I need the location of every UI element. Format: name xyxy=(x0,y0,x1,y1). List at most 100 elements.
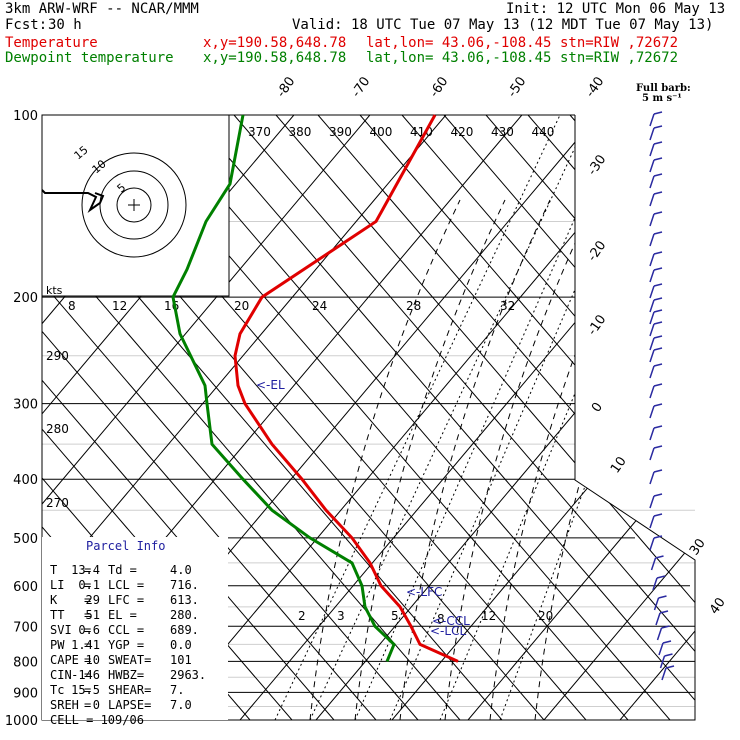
wind-barb xyxy=(649,365,655,379)
wind-barb-flag xyxy=(662,640,672,644)
wind-barb-flag xyxy=(661,625,670,629)
parcel-value-2: 280. xyxy=(170,608,199,622)
annotation-label: <-LCL xyxy=(430,624,466,638)
wind-barb xyxy=(649,113,655,127)
wind-barb xyxy=(649,193,655,207)
wind-barb xyxy=(649,405,655,419)
isotherm-line xyxy=(239,115,695,720)
pressure-label-200: 200 xyxy=(13,291,38,306)
wind-barb-flag xyxy=(653,157,663,161)
parcel-value-2: 0.0 xyxy=(170,638,192,652)
isotherm-label: 40 xyxy=(707,595,729,617)
wind-barb-flag xyxy=(653,231,663,235)
parcel-value-2: 4.0 xyxy=(170,563,192,577)
moist-adiabat-line xyxy=(354,199,506,720)
top-adiabat-label: 12 xyxy=(112,299,127,313)
wind-barb xyxy=(661,667,667,681)
moist-adiabat-line xyxy=(444,199,596,720)
parcel-value-2: 689. xyxy=(170,623,199,637)
parcel-key-2: Td = xyxy=(108,563,137,577)
dewpoint-station: stn=RIW ,72672 xyxy=(560,50,679,66)
parcel-key-2: LAPSE= xyxy=(108,698,152,712)
wind-barb-flag xyxy=(653,383,663,387)
parcel-key-2: LFC = xyxy=(108,593,145,607)
wind-barb xyxy=(649,495,655,509)
dry-adiabat-line xyxy=(42,115,419,720)
wind-barb xyxy=(649,385,655,399)
pressure-label-100: 100 xyxy=(13,109,38,124)
dry-adiabat-line xyxy=(569,115,695,720)
theta-label: 400 xyxy=(370,125,393,139)
isotherm-label: -70 xyxy=(349,74,373,100)
parcel-value-2: 101 xyxy=(170,653,192,667)
dry-adiabat-line xyxy=(233,115,695,720)
parcel-eq: = xyxy=(84,698,92,712)
wind-barb xyxy=(650,557,657,571)
wind-barb xyxy=(649,299,655,313)
parcel-eq: = xyxy=(84,578,92,592)
hodograph-ring xyxy=(81,152,187,258)
isotherm-line xyxy=(42,115,371,720)
isotherm-label: -20 xyxy=(585,238,609,264)
parcel-eq: = xyxy=(84,593,92,607)
temperature-latlon: lat,lon= 43.06,-108.45 xyxy=(366,35,552,51)
annotation-label: <-LFC xyxy=(406,585,442,599)
isotherm-label: 10 xyxy=(608,454,630,476)
wind-barb-flag xyxy=(653,297,663,301)
pressure-label-600: 600 xyxy=(13,580,38,595)
parcel-key-2: LCL = xyxy=(108,578,145,592)
model-title: 3km ARW-WRF -- NCAR/MMM xyxy=(5,1,199,17)
dry-adiabat-line xyxy=(42,115,377,720)
forecast-hour: 30 h xyxy=(48,17,82,33)
dry-adiabat-line xyxy=(317,115,695,720)
parcel-panel-bg xyxy=(42,537,228,720)
wind-barb-flag xyxy=(653,347,663,351)
mixing-ratio-label: 12 xyxy=(481,609,496,623)
theta-label: 440 xyxy=(532,125,555,139)
top-adiabat-label: 8 xyxy=(68,299,76,313)
parcel-eq: = xyxy=(84,623,92,637)
isotherm-label: -60 xyxy=(427,74,451,100)
mixing-ratio-line xyxy=(354,115,621,720)
parcel-key: SREH xyxy=(50,698,79,712)
parcel-key-2: YGP = xyxy=(108,638,145,652)
isotherm-label: -50 xyxy=(505,74,529,100)
wind-barb-flag xyxy=(653,125,663,129)
parcel-value-2: 7.0 xyxy=(170,698,192,712)
wind-barb xyxy=(649,233,655,247)
wind-barb xyxy=(649,427,655,441)
dry-adiabat-line xyxy=(443,115,695,720)
dewpoint-latlon: lat,lon= 43.06,-108.45 xyxy=(366,50,552,66)
hodograph-kts-label: kts xyxy=(46,284,63,297)
theta-label: 430 xyxy=(491,125,514,139)
pressure-label-500: 500 xyxy=(13,532,38,547)
top-adiabat-label: 20 xyxy=(234,299,249,313)
top-adiabat-label: 28 xyxy=(406,299,421,313)
parcel-cell: CELL = 109/06 xyxy=(50,713,144,727)
mixing-ratio-line xyxy=(309,115,591,720)
dry-adiabat-line xyxy=(485,115,695,720)
isotherm-label: 30 xyxy=(687,536,709,558)
parcel-info-title: Parcel Info xyxy=(86,539,166,553)
pressure-label-1000: 1000 xyxy=(5,714,38,729)
parcel-key: Tc xyxy=(50,683,65,697)
wind-barb-flag xyxy=(653,513,663,517)
parcel-key-2: CCL = xyxy=(108,623,145,637)
wind-barb-flag xyxy=(653,211,663,215)
temperature-station: stn=RIW ,72672 xyxy=(560,35,679,51)
isotherm-label: -80 xyxy=(274,74,298,100)
theta-label-low: 290 xyxy=(46,349,69,363)
wind-barb xyxy=(649,337,655,351)
wind-barb-flag xyxy=(653,309,663,313)
parcel-value: 10 xyxy=(85,653,100,667)
pressure-label-700: 700 xyxy=(13,620,38,635)
wind-barb-flag xyxy=(658,595,667,599)
wind-barb xyxy=(649,349,655,363)
parcel-key: K xyxy=(50,593,58,607)
parcel-key-2: SWEAT= xyxy=(108,653,152,667)
wind-barb xyxy=(652,577,658,591)
isotherm-line xyxy=(315,115,695,720)
mixing-ratio-label: 2 xyxy=(298,609,306,623)
top-adiabat-label: 24 xyxy=(312,299,327,313)
dry-adiabat-line xyxy=(149,115,671,720)
